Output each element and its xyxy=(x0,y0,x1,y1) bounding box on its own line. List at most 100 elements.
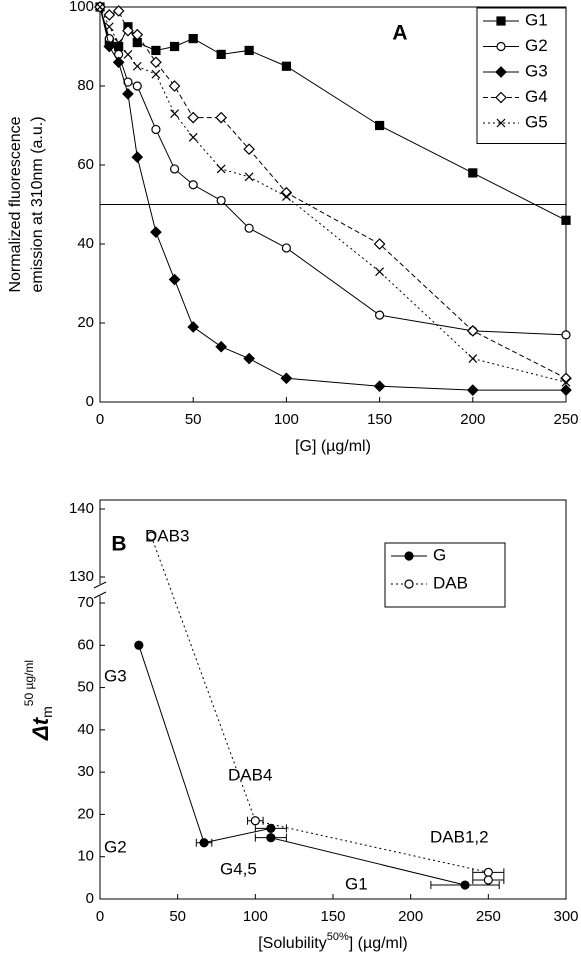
marker xyxy=(496,41,506,52)
marker xyxy=(373,238,386,250)
axis-break xyxy=(93,591,107,599)
marker xyxy=(561,330,571,340)
marker xyxy=(216,195,226,206)
annotation: DAB4 xyxy=(228,765,272,784)
x-tick-label: 200 xyxy=(398,908,423,925)
legend-label: G4 xyxy=(525,87,548,106)
marker xyxy=(112,56,125,69)
marker xyxy=(151,124,161,135)
x-tick-label: 0 xyxy=(96,908,104,925)
x-axis-label-part: [Solubility xyxy=(258,935,326,952)
marker xyxy=(373,380,386,393)
y-tick-label: 50 xyxy=(77,679,94,696)
marker xyxy=(114,38,124,47)
marker xyxy=(187,111,200,124)
legend-label: G xyxy=(433,545,446,564)
marker xyxy=(169,41,180,52)
x-tick-label: 100 xyxy=(274,411,299,428)
marker xyxy=(131,151,144,163)
marker xyxy=(483,875,493,885)
y-tick-label: 70 xyxy=(77,594,94,611)
marker xyxy=(561,215,571,225)
y-tick-label: 100 xyxy=(69,0,94,15)
x-tick-label: 50 xyxy=(185,411,202,428)
y-tick-label: 30 xyxy=(77,763,94,780)
annotation: DAB3 xyxy=(145,526,189,545)
x-tick-label: 250 xyxy=(476,908,501,925)
marker xyxy=(188,180,198,190)
x-tick-label: 200 xyxy=(460,411,485,428)
legend-label: G2 xyxy=(525,36,548,55)
marker xyxy=(281,61,291,71)
y-tick-label: 10 xyxy=(77,848,94,865)
x-axis-label-part: ] (µg/ml) xyxy=(349,935,408,952)
marker xyxy=(95,2,105,12)
marker xyxy=(151,69,161,79)
marker xyxy=(146,531,156,541)
marker xyxy=(281,192,291,202)
marker xyxy=(243,143,255,156)
legend-label: DAB xyxy=(433,573,468,592)
marker xyxy=(187,321,200,333)
marker xyxy=(250,816,260,826)
y-tick-label: 0 xyxy=(86,890,94,907)
y-tick-label: 140 xyxy=(69,500,94,517)
series-line xyxy=(99,6,566,391)
y-axis-label: emission at 310nm (a.u.) xyxy=(29,116,46,292)
marker xyxy=(404,579,414,589)
marker xyxy=(123,49,133,59)
marker xyxy=(168,273,181,286)
marker xyxy=(243,352,255,365)
y-tick-label: 60 xyxy=(77,156,94,173)
marker xyxy=(280,186,293,199)
x-tick-label: 150 xyxy=(367,411,392,428)
marker xyxy=(150,56,162,69)
marker xyxy=(122,24,134,37)
y-tick-label: 40 xyxy=(77,721,94,738)
marker xyxy=(495,91,507,104)
marker xyxy=(375,267,385,277)
marker xyxy=(132,61,142,71)
legend-box xyxy=(384,542,506,608)
marker xyxy=(375,310,385,320)
y-tick-label: 80 xyxy=(77,77,94,94)
marker xyxy=(216,164,226,174)
marker xyxy=(134,640,144,650)
marker xyxy=(215,340,228,353)
marker xyxy=(468,168,478,178)
marker xyxy=(112,5,125,17)
marker xyxy=(170,109,179,119)
x-tick-label: 150 xyxy=(320,908,345,925)
chart-title: B xyxy=(111,533,126,556)
annotation: G1 xyxy=(345,874,368,893)
x-tick-label: 0 xyxy=(96,411,104,428)
marker xyxy=(483,867,493,877)
marker xyxy=(169,164,180,174)
y-tick-label: 40 xyxy=(77,235,94,252)
marker xyxy=(150,226,162,238)
y-axis-label: Normalized fluorescence xyxy=(7,116,24,292)
marker xyxy=(188,132,198,142)
legend-box xyxy=(476,7,567,144)
marker xyxy=(266,833,276,843)
x-tick-label: 50 xyxy=(169,908,186,925)
marker xyxy=(131,28,144,41)
marker xyxy=(215,111,228,124)
marker xyxy=(281,243,291,253)
annotation: G4,5 xyxy=(220,859,257,878)
marker xyxy=(244,223,254,233)
chart-title: A xyxy=(392,22,407,45)
marker xyxy=(466,384,479,396)
marker xyxy=(561,377,571,387)
x-tick-label: 300 xyxy=(553,908,578,925)
marker xyxy=(266,823,276,833)
marker xyxy=(168,80,181,92)
marker xyxy=(280,372,293,385)
legend-label: G1 xyxy=(525,10,548,29)
y-axis-label-main: Δt xyxy=(28,716,53,741)
marker xyxy=(460,880,470,890)
legend-label: G5 xyxy=(525,112,548,131)
y-tick-label: 20 xyxy=(77,314,94,331)
marker xyxy=(244,45,254,56)
